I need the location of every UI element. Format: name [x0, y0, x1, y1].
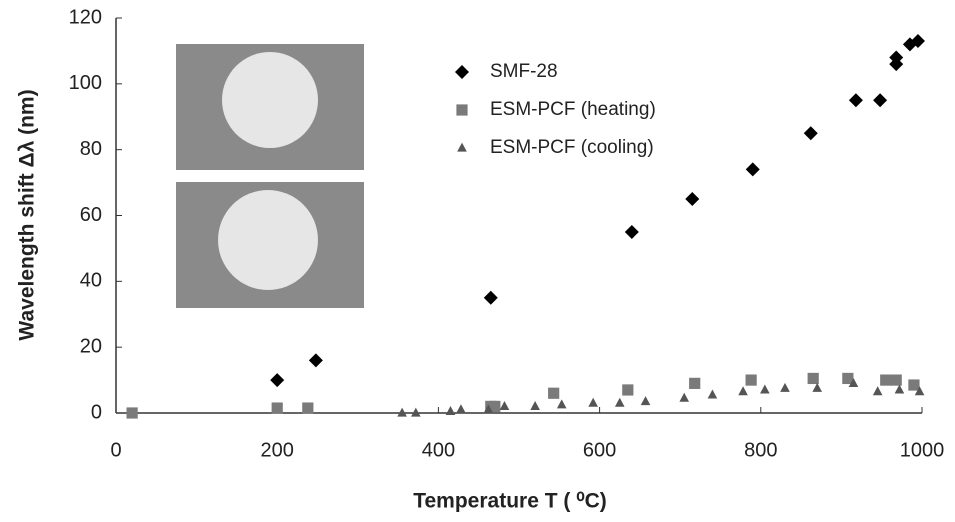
point	[556, 399, 567, 409]
point	[848, 377, 859, 387]
point	[548, 387, 560, 399]
point	[812, 382, 823, 392]
point	[908, 379, 920, 391]
point	[738, 386, 748, 396]
point	[848, 93, 863, 108]
point	[483, 290, 498, 305]
legend-label: ESM-PCF (heating)	[490, 99, 656, 120]
point	[890, 374, 902, 386]
y-tick-label: 120	[69, 6, 102, 28]
point	[873, 93, 888, 108]
point	[126, 407, 138, 419]
point	[397, 407, 407, 417]
point	[489, 400, 501, 413]
point	[880, 374, 892, 386]
point	[302, 402, 314, 414]
x-tick-label: 600	[583, 439, 616, 461]
y-tick-label: 100	[69, 72, 102, 94]
y-tick-label: 60	[80, 204, 102, 226]
point	[483, 404, 494, 414]
y-axis-title: Wavelength shift Δλ (nm)	[16, 89, 39, 340]
point	[499, 401, 510, 411]
point	[456, 404, 466, 414]
point	[411, 407, 421, 417]
point	[270, 373, 285, 388]
point	[872, 386, 883, 396]
x-tick-label: 0	[110, 439, 121, 461]
point	[807, 372, 819, 385]
x-tick-label: 400	[422, 439, 455, 461]
point	[588, 397, 598, 407]
point	[308, 353, 323, 368]
point	[707, 389, 718, 399]
x-tick-label: 200	[261, 439, 294, 461]
point	[894, 384, 905, 394]
point	[910, 34, 925, 49]
point	[842, 372, 854, 385]
point	[689, 377, 701, 389]
x-axis-title: Temperature T ( ⁰C)	[413, 490, 607, 513]
point	[745, 374, 757, 386]
y-tick-label: 80	[80, 138, 102, 160]
inset-fiber	[222, 52, 318, 148]
y-tick-label: 20	[80, 335, 102, 357]
point	[614, 397, 625, 407]
point	[530, 401, 540, 411]
point	[745, 162, 760, 177]
point	[780, 382, 790, 392]
point	[803, 126, 818, 141]
point	[445, 405, 456, 415]
point	[914, 386, 925, 396]
legend-marker	[455, 65, 469, 79]
point	[889, 50, 904, 65]
point	[679, 392, 690, 402]
point	[271, 402, 283, 414]
point	[760, 384, 770, 394]
legend-marker	[457, 142, 467, 152]
x-tick-label: 800	[744, 439, 777, 461]
legend-label: SMF-28	[490, 61, 558, 82]
legend-marker	[456, 104, 468, 116]
legend-label: ESM-PCF (cooling)	[490, 137, 654, 158]
y-tick-label: 0	[91, 401, 102, 423]
point	[640, 396, 651, 406]
y-tick-label: 40	[80, 270, 102, 292]
point	[624, 224, 639, 239]
inset-fiber	[218, 190, 318, 290]
x-tick-label: 1000	[900, 439, 945, 461]
point	[685, 192, 700, 207]
point	[622, 384, 634, 396]
